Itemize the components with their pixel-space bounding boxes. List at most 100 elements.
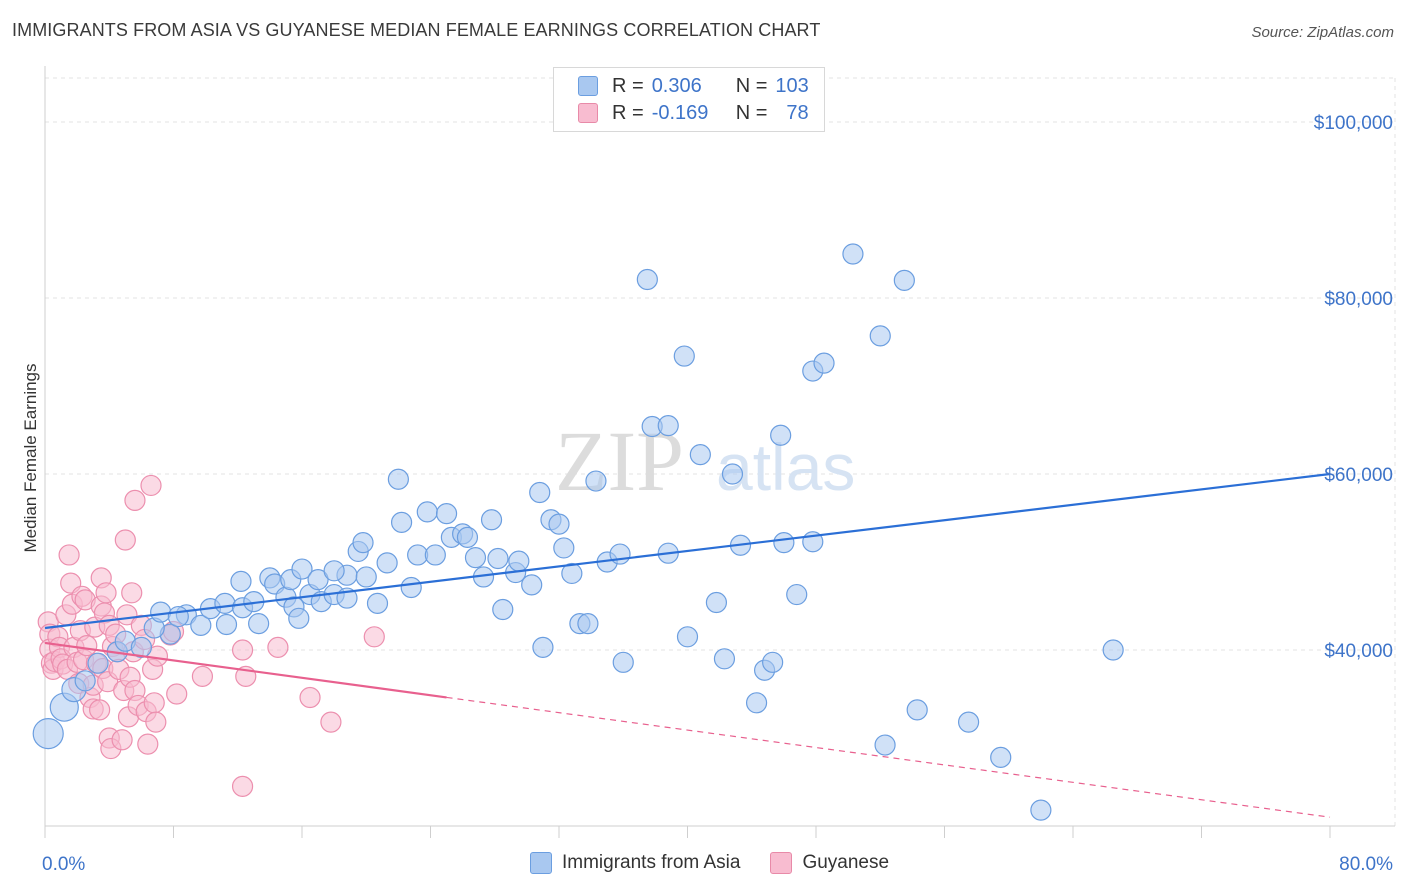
asia-point xyxy=(1030,799,1052,821)
guyanese-point xyxy=(121,582,143,604)
asia-point xyxy=(713,648,736,670)
asia-point xyxy=(842,243,864,265)
legend-n-label: N = xyxy=(735,101,768,124)
asia-point xyxy=(612,651,634,673)
asia-point xyxy=(424,544,446,566)
asia-point xyxy=(786,583,808,606)
guyanese-trend-line xyxy=(44,641,447,699)
asia-point xyxy=(390,511,413,534)
legend-n-value: 78 xyxy=(786,101,809,124)
asia-point xyxy=(456,526,479,548)
trend-lines xyxy=(44,472,1331,818)
asia-point xyxy=(893,269,915,291)
asia-point xyxy=(376,552,398,574)
x-tick-label: 80.0% xyxy=(1339,854,1393,875)
guyanese-point xyxy=(145,711,167,733)
legend-label-guyanese: Guyanese xyxy=(802,852,890,873)
guyanese-point xyxy=(299,686,321,709)
legend-swatch-guyanese xyxy=(770,852,793,874)
asia-point xyxy=(521,574,543,596)
asia-point xyxy=(214,592,236,614)
asia-point xyxy=(480,509,503,531)
asia-point xyxy=(529,481,551,504)
asia-point xyxy=(387,468,409,490)
guyanese-point xyxy=(143,692,165,714)
guyanese-point xyxy=(140,474,162,497)
y-tick-label: $80,000 xyxy=(1324,289,1393,310)
asia-point xyxy=(745,692,768,714)
asia-point xyxy=(167,605,189,628)
guyanese-point xyxy=(137,733,159,755)
asia-point xyxy=(636,268,658,291)
legend-n-value: 103 xyxy=(775,74,809,97)
asia-point xyxy=(721,463,744,485)
asia-point xyxy=(323,560,345,582)
legend-swatch-guyanese xyxy=(578,103,598,123)
asia-point xyxy=(230,570,252,592)
asia-point xyxy=(32,717,64,750)
asia-trend-line xyxy=(44,472,1331,630)
asia-point xyxy=(416,501,438,523)
asia-point xyxy=(407,544,429,566)
asia-point xyxy=(548,513,570,535)
asia-point xyxy=(906,699,928,721)
guyanese-points xyxy=(37,474,385,798)
asia-point xyxy=(400,576,422,599)
asia-point xyxy=(609,543,631,565)
y-tick-label: $100,000 xyxy=(1314,113,1393,134)
asia-point xyxy=(307,568,329,591)
guyanese-point xyxy=(111,729,133,751)
asia-point xyxy=(869,325,891,347)
asia-point xyxy=(150,601,172,623)
asia-point xyxy=(1102,639,1124,661)
legend-r-value: 0.306 xyxy=(651,74,702,97)
asia-point xyxy=(130,636,152,658)
legend-r-label: R = xyxy=(612,74,644,97)
y-tick-label: $40,000 xyxy=(1324,641,1393,662)
guyanese-point xyxy=(231,775,254,798)
legend-label-asia: Immigrants from Asia xyxy=(562,852,741,873)
asia-point xyxy=(74,670,96,692)
x-tick-label: 0.0% xyxy=(42,854,85,875)
legend-item-guyanese[interactable]: Guyanese xyxy=(770,852,889,874)
asia-points xyxy=(32,243,1124,821)
asia-point xyxy=(773,532,795,554)
legend-swatch-asia xyxy=(578,76,598,96)
guyanese-point xyxy=(320,711,342,733)
guyanese-point xyxy=(191,665,214,688)
asia-point xyxy=(577,612,599,635)
asia-point xyxy=(352,532,374,554)
asia-point xyxy=(813,352,835,374)
guyanese-point xyxy=(95,582,117,604)
y-tick-label: $60,000 xyxy=(1324,465,1393,486)
asia-point xyxy=(657,415,679,437)
asia-point xyxy=(464,546,487,569)
asia-point xyxy=(673,345,695,367)
asia-point xyxy=(770,424,792,446)
asia-point xyxy=(355,566,377,588)
asia-point xyxy=(585,470,607,492)
asia-point xyxy=(508,550,530,572)
axes-layer xyxy=(44,66,1395,838)
asia-point xyxy=(215,613,238,636)
guyanese-point xyxy=(124,489,146,511)
guyanese-point xyxy=(267,636,289,658)
source-credit: Source: ZipAtlas.com xyxy=(1251,24,1394,41)
asia-point xyxy=(689,444,711,466)
legend-item-asia[interactable]: Immigrants from Asia xyxy=(530,852,740,874)
asia-point xyxy=(561,562,583,585)
asia-point xyxy=(248,612,270,635)
asia-point xyxy=(366,592,389,614)
asia-point xyxy=(553,537,575,559)
asia-point xyxy=(492,598,514,621)
asia-point xyxy=(705,591,728,614)
guyanese-trend-extension xyxy=(446,696,1331,818)
correlation-legend: R = 0.306 N = 103 R = -0.169 N = 78 xyxy=(553,67,825,132)
guyanese-point xyxy=(363,626,385,648)
asia-point xyxy=(87,652,109,674)
asia-point xyxy=(487,547,509,570)
guyanese-point xyxy=(76,634,98,657)
asia-point xyxy=(190,614,212,636)
asia-point xyxy=(874,734,896,756)
legend-n-label: N = xyxy=(735,74,768,97)
